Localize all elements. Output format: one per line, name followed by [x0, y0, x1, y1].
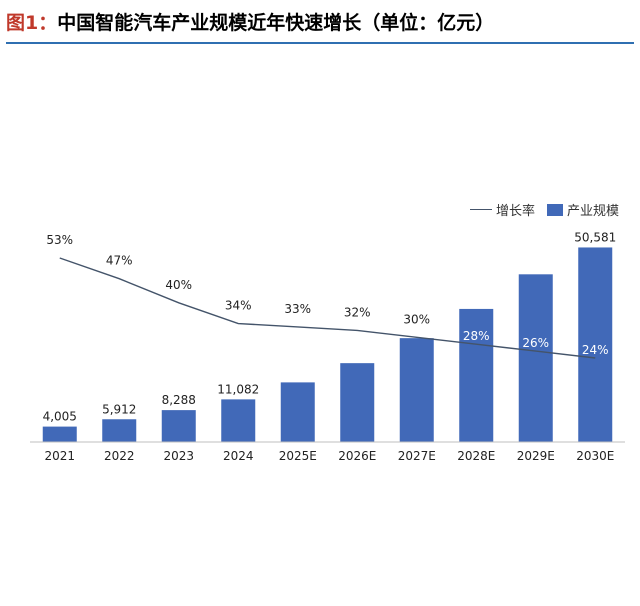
growth-rate-label-2030E: 24% [582, 343, 609, 357]
growth-rate-label-2029E: 26% [522, 336, 549, 350]
growth-rate-label-2025E: 33% [284, 302, 311, 316]
x-tick-label-2028E: 2028E [457, 449, 495, 463]
legend-bar-swatch [547, 203, 564, 216]
bar-2021 [42, 426, 77, 442]
bar-2029E [518, 274, 553, 442]
figure-title-text: 中国智能汽车产业规模近年快速增长（单位：亿元） [57, 12, 495, 34]
figure-title: 图1：中国智能汽车产业规模近年快速增长（单位：亿元） [6, 6, 632, 40]
title-divider [6, 42, 634, 44]
x-tick-label-2030E: 2030E [576, 449, 614, 463]
bar-2027E [399, 338, 434, 442]
bar-2022 [102, 419, 137, 442]
x-tick-label-2029E: 2029E [517, 449, 555, 463]
bar-value-label-2021: 4,005 [43, 410, 77, 424]
bar-2023 [161, 410, 196, 442]
growth-rate-label-2024: 34% [225, 299, 252, 313]
x-tick-label-2025E: 2025E [279, 449, 317, 463]
bar-2026E [340, 363, 375, 442]
growth-rate-label-2026E: 32% [344, 305, 371, 319]
growth-rate-label-2023: 40% [165, 278, 192, 292]
bar-value-label-2024: 11,082 [217, 382, 259, 396]
growth-rate-label-2028E: 28% [463, 329, 490, 343]
growth-rate-line [59, 257, 596, 359]
bar-value-label-2022: 5,912 [102, 402, 136, 416]
bar-2028E [459, 308, 494, 442]
growth-rate-label-2022: 47% [106, 254, 133, 268]
x-tick-label-2023: 2023 [163, 449, 194, 463]
bar-2024 [221, 399, 256, 442]
bar-value-label-2030E: 50,581 [574, 230, 616, 244]
x-tick-label-2022: 2022 [104, 449, 135, 463]
figure-label: 图1： [6, 12, 58, 34]
x-tick-label-2021: 2021 [44, 449, 75, 463]
chart-legend: 增长率 产业规模 [470, 200, 619, 219]
bar-2025E [280, 382, 315, 442]
legend-scale-label: 产业规模 [567, 204, 620, 219]
legend-line-swatch [470, 209, 492, 210]
legend-growth-label: 增长率 [496, 204, 536, 219]
x-tick-label-2027E: 2027E [398, 449, 436, 463]
growth-rate-label-2021: 53% [46, 233, 73, 247]
x-tick-label-2024: 2024 [223, 449, 254, 463]
x-tick-label-2026E: 2026E [338, 449, 376, 463]
growth-rate-label-2027E: 30% [403, 312, 430, 326]
bar-2030E [578, 247, 613, 442]
bar-value-label-2023: 8,288 [162, 393, 196, 407]
